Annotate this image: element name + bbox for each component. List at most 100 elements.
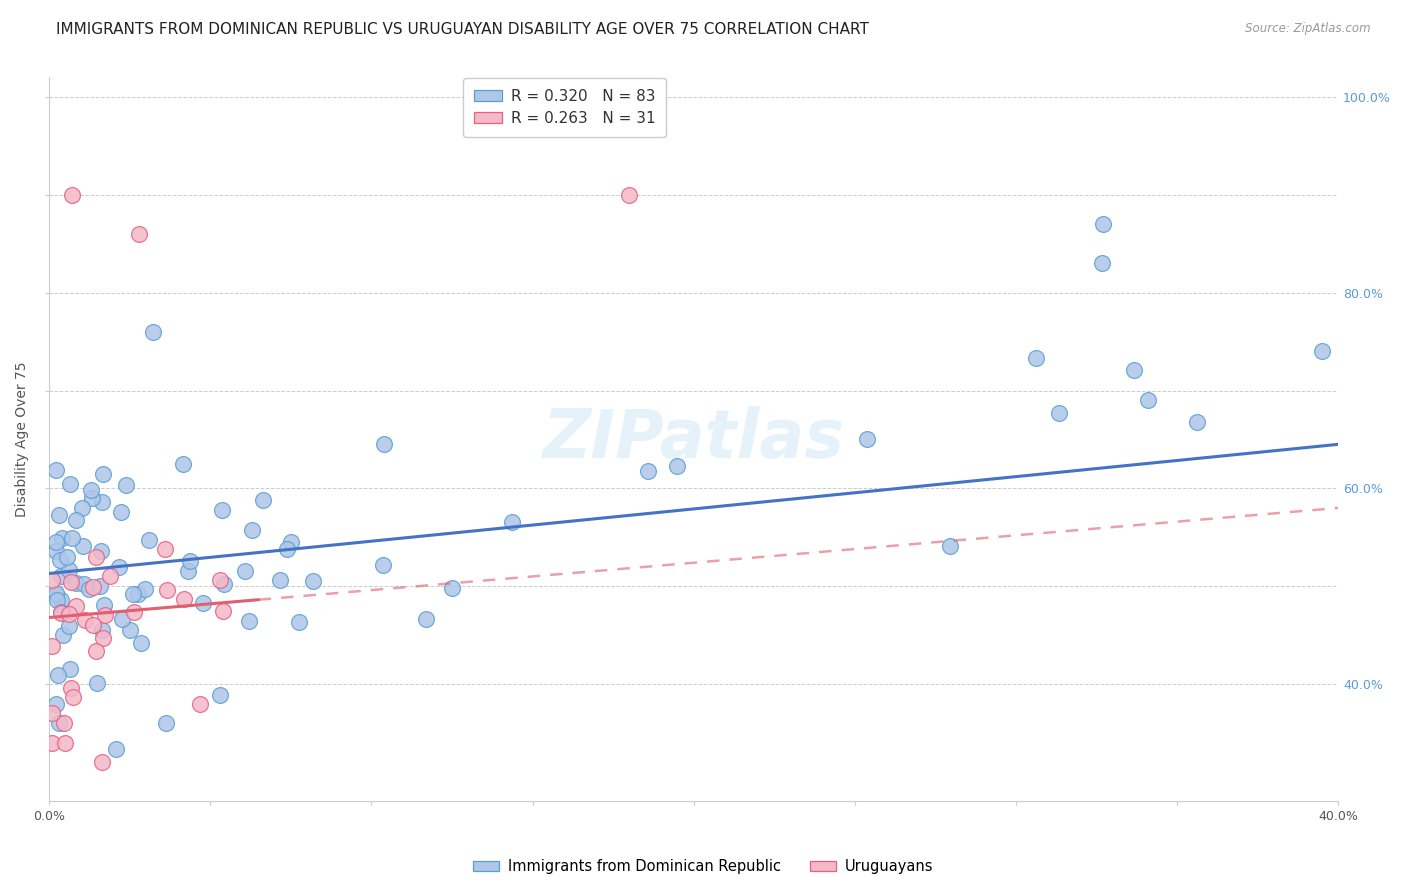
Point (127, 587, 149, 601)
Point (49, 569, 72, 583)
Point (172, 457, 194, 471)
Point (89, 579, 111, 593)
Point (65, 576, 87, 591)
Point (41, 736, 63, 750)
Point (58, 607, 80, 621)
Point (288, 615, 311, 629)
Point (90, 543, 112, 558)
Point (60, 187, 83, 202)
Point (93, 598, 115, 612)
Point (53, 716, 76, 731)
Point (80, 483, 103, 497)
Point (59, 661, 82, 675)
Point (155, 541, 177, 556)
Point (94, 608, 117, 623)
Point (82, 580, 104, 594)
Point (73, 577, 96, 591)
Text: ZIPatlas: ZIPatlas (543, 407, 845, 473)
Point (501, 515, 523, 529)
Point (1310, 343, 1333, 358)
Point (65, 513, 87, 527)
Point (252, 492, 274, 507)
Point (60, 574, 83, 589)
Point (155, 716, 177, 731)
Point (105, 741, 128, 756)
Point (91, 494, 114, 508)
Point (1136, 393, 1159, 408)
Point (45, 463, 67, 477)
Point (91, 756, 114, 770)
Text: IMMIGRANTS FROM DOMINICAN REPUBLIC VS URUGUAYAN DISABILITY AGE OVER 75 CORRELATI: IMMIGRANTS FROM DOMINICAN REPUBLIC VS UR… (56, 22, 869, 37)
Point (209, 574, 232, 588)
Point (86, 676, 108, 690)
Point (82, 618, 104, 632)
Point (128, 227, 150, 241)
Point (46, 668, 69, 682)
Point (142, 325, 165, 339)
Point (49, 605, 72, 619)
Point (45, 697, 67, 711)
Point (939, 539, 962, 553)
Point (129, 636, 152, 650)
Point (45, 586, 67, 600)
Point (208, 688, 231, 702)
Point (48, 508, 70, 523)
Point (138, 533, 160, 548)
Point (58, 618, 80, 632)
Point (280, 535, 302, 549)
Point (134, 582, 156, 596)
Point (637, 464, 659, 478)
Point (110, 612, 132, 626)
Point (91, 623, 114, 637)
Point (415, 612, 437, 626)
Point (1092, 217, 1115, 231)
Point (238, 615, 260, 629)
Point (118, 623, 141, 637)
Point (65, 599, 87, 613)
Point (58, 563, 80, 577)
Point (49, 553, 72, 567)
Point (41, 573, 63, 587)
Point (41, 706, 63, 721)
Point (59, 681, 82, 695)
Point (49, 592, 72, 607)
Point (49, 606, 72, 620)
Point (233, 565, 256, 579)
Point (122, 587, 145, 601)
Text: Source: ZipAtlas.com: Source: ZipAtlas.com (1246, 22, 1371, 36)
Point (55, 549, 77, 564)
Point (1047, 405, 1070, 419)
Point (77, 582, 100, 597)
Point (179, 554, 201, 568)
Point (45, 534, 67, 549)
Point (212, 577, 235, 591)
Point (156, 583, 179, 598)
Point (114, 478, 136, 492)
Y-axis label: Disability Age Over 75: Disability Age Over 75 (15, 361, 30, 517)
Point (173, 591, 195, 606)
Point (62, 690, 84, 705)
Point (211, 503, 233, 517)
Point (72, 540, 94, 554)
Point (86, 549, 108, 564)
Point (665, 459, 688, 474)
Point (619, 187, 641, 202)
Point (84, 643, 107, 657)
Point (1185, 415, 1208, 429)
Legend: R = 0.320   N = 83, R = 0.263   N = 31: R = 0.320 N = 83, R = 0.263 N = 31 (464, 78, 666, 136)
Point (93, 467, 115, 481)
Point (53, 736, 76, 750)
Point (108, 560, 131, 574)
Point (269, 573, 291, 587)
Point (211, 604, 233, 618)
Point (48, 716, 70, 731)
Point (177, 564, 200, 578)
Point (41, 639, 63, 653)
Point (441, 581, 464, 595)
Point (45, 544, 67, 558)
Point (373, 558, 395, 572)
Point (51, 531, 73, 545)
Point (855, 432, 877, 446)
Point (301, 574, 323, 588)
Point (242, 523, 264, 537)
